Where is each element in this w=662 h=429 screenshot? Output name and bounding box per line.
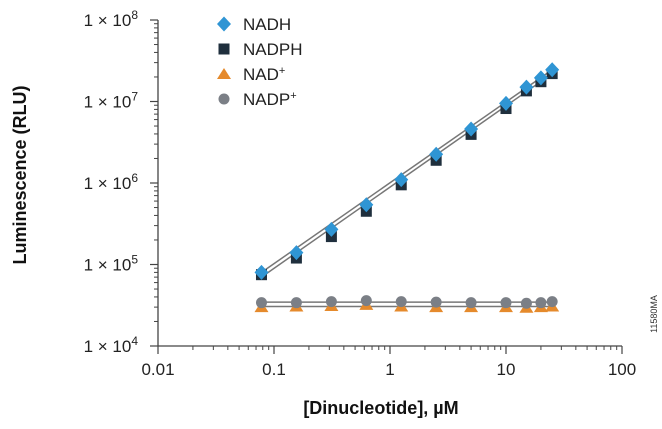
legend-marker-triangle	[217, 68, 231, 79]
y-ticks: 1 × 104 1 × 105 1 × 106 1 × 107 1 × 108	[84, 8, 158, 356]
data-point-circle	[546, 296, 558, 308]
legend-label: NADP+	[243, 90, 297, 109]
x-tick-label: 0.01	[141, 360, 174, 379]
data-point-diamond	[533, 70, 548, 86]
x-tick-label: 100	[608, 360, 636, 379]
x-ticks: 0.01 0.1 1 10 100	[141, 346, 636, 379]
data-point-diamond	[394, 172, 409, 188]
data-point-diamond	[499, 95, 513, 111]
data-point-diamond	[464, 121, 479, 137]
figure-id-label: 11580MA	[649, 295, 659, 333]
legend-marker-square	[218, 43, 230, 55]
y-tick-label: 1 × 108	[84, 8, 139, 30]
data-point-circle	[255, 297, 267, 309]
data-point-diamond	[359, 197, 374, 213]
y-tick-label: 1 × 105	[84, 253, 139, 275]
data-point-circle	[500, 297, 512, 309]
data-point-diamond	[519, 79, 534, 95]
data-markers	[254, 62, 560, 313]
x-tick-label: 0.1	[262, 360, 286, 379]
y-tick-label: 1 × 106	[84, 171, 139, 193]
data-point-circle	[465, 297, 477, 309]
data-point-circle	[395, 296, 407, 308]
legend-label: NADPH	[243, 40, 303, 59]
data-point-circle	[430, 296, 442, 308]
data-point-diamond	[324, 221, 339, 237]
legend-label: NAD+	[243, 65, 285, 84]
data-point-circle	[520, 297, 532, 309]
legend-marker-diamond	[217, 16, 231, 32]
x-tick-label: 1	[385, 360, 394, 379]
data-point-circle	[360, 295, 372, 307]
legend: NADH NADPH NAD+ NADP+	[217, 15, 303, 109]
data-point-diamond	[289, 245, 304, 261]
x-tick-label: 10	[497, 360, 516, 379]
y-tick-label: 1 × 107	[84, 90, 139, 112]
data-point-circle	[535, 297, 547, 309]
data-point-diamond	[254, 264, 269, 280]
data-point-circle	[290, 297, 302, 309]
data-point-diamond	[545, 62, 560, 78]
legend-label: NADH	[243, 15, 291, 34]
y-tick-label: 1 × 104	[84, 334, 139, 356]
y-axis-title: Luminescence (RLU)	[10, 85, 30, 264]
data-point-diamond	[429, 146, 444, 162]
data-point-circle	[325, 296, 337, 308]
x-axis-title: [Dinucleotide], µM	[303, 398, 458, 418]
legend-marker-circle	[218, 93, 230, 105]
